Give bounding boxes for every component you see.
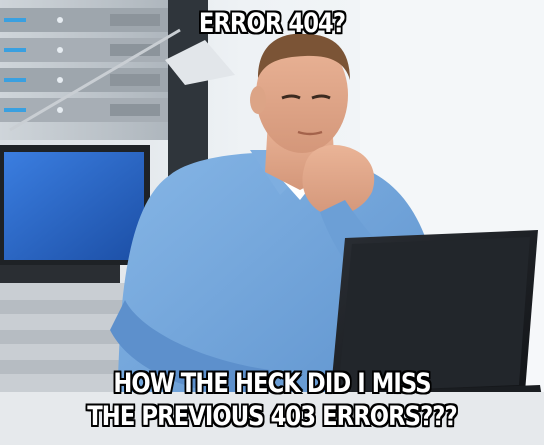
monitor	[0, 145, 150, 283]
meme-top-caption: ERROR 404?	[44, 7, 501, 40]
top-caption-text: ERROR 404?	[198, 8, 346, 39]
desk	[0, 392, 544, 445]
face	[256, 37, 348, 153]
meme-bottom-caption: HOW THE HECK DID I MISS THE PREVIOUS 403…	[44, 367, 501, 433]
hair	[258, 33, 350, 80]
hand-on-chin	[302, 145, 375, 216]
bottom-caption-line-1: HOW THE HECK DID I MISS	[113, 368, 431, 399]
desk-lamp	[9, 28, 235, 132]
server-rack	[0, 0, 208, 230]
bottom-caption-line-2: THE PREVIOUS 403 ERRORS???	[87, 401, 457, 432]
